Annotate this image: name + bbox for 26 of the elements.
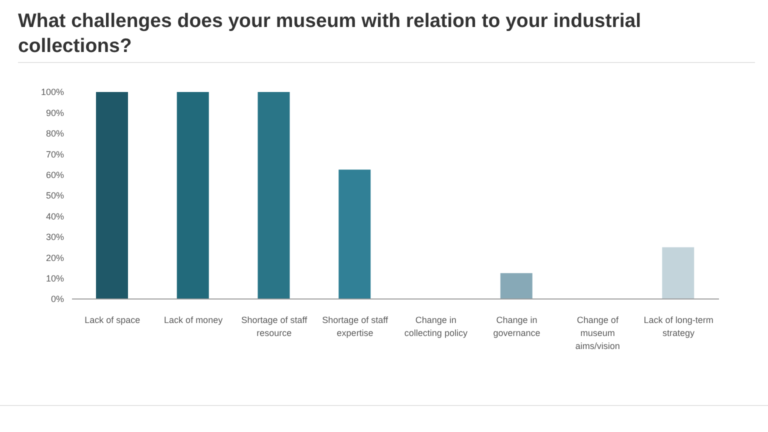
y-tick-label: 20% <box>46 252 64 263</box>
bar <box>176 92 209 299</box>
y-tick-label: 40% <box>46 211 64 222</box>
y-tick-label: 100% <box>40 87 64 98</box>
y-tick-label: 70% <box>46 149 64 160</box>
bar <box>338 170 371 299</box>
y-tick-label: 30% <box>46 232 64 242</box>
y-tick-label: 90% <box>46 108 64 118</box>
bar <box>258 92 290 299</box>
x-tick-label: Lack of money <box>164 315 224 326</box>
x-tick-label: Lack of space <box>84 315 140 326</box>
y-tick-label: 10% <box>46 273 64 284</box>
y-tick-label: 0% <box>50 294 64 304</box>
x-tick-label: Change in governance <box>493 315 540 338</box>
x-tick-label: Shortage of staff expertise <box>322 315 388 338</box>
bar <box>500 273 532 299</box>
x-tick-label: Lack of long-term strategy <box>644 315 714 338</box>
x-tick-label: Change in collecting policy <box>404 315 468 338</box>
bar <box>662 247 694 299</box>
chart-title: What challenges does your museum with relation to your industrial collections? <box>18 9 642 59</box>
x-tick-label: Change of museum aims/vision <box>575 315 620 352</box>
y-tick-label: 50% <box>46 190 64 201</box>
bar <box>96 92 128 299</box>
y-tick-label: 60% <box>46 170 64 180</box>
x-tick-label: Shortage of staff resource <box>241 315 308 338</box>
y-tick-label: 80% <box>46 128 64 139</box>
